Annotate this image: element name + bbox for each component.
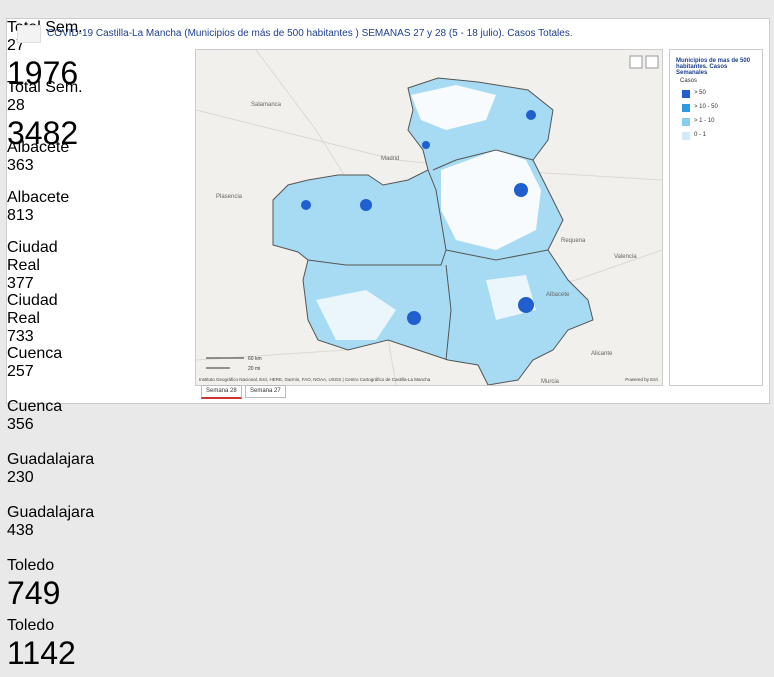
- tab[interactable]: Semana 27: [245, 385, 286, 398]
- header-title: COVID-19 Castilla-La Mancha (Municipios …: [47, 28, 573, 39]
- tile-value: 1976: [7, 55, 79, 91]
- stat-tile: Ciudad Real 377: [7, 239, 95, 292]
- dashboard: COVID-19 Castilla-La Mancha (Municipios …: [6, 18, 770, 671]
- stat-tile: Cuenca 356: [7, 398, 95, 451]
- place-label: Plasencia: [216, 194, 243, 200]
- tile-value: 377: [7, 275, 34, 292]
- tile-label: Toledo: [7, 557, 55, 574]
- stat-tile: Cuenca 257: [7, 345, 95, 398]
- tile-label: Total Sem. 28: [7, 79, 83, 114]
- tile-value: 749: [7, 575, 61, 611]
- white-area: [196, 50, 541, 280]
- place-label: Albacete: [546, 292, 570, 298]
- tile-label: Ciudad Real: [7, 239, 58, 274]
- legend-subtitle: Casos: [680, 78, 698, 84]
- legend-label: > 10 - 50: [694, 104, 718, 110]
- place-label: Murcia: [541, 379, 560, 385]
- hotspot: [301, 200, 311, 210]
- tile-value: 257: [7, 363, 34, 380]
- border: [445, 264, 452, 361]
- logo: [17, 25, 41, 43]
- scale-label: 60 km: [248, 356, 262, 362]
- place-label: Requena: [561, 238, 586, 244]
- legend-label: > 50: [694, 90, 706, 96]
- hotspot: [407, 311, 421, 325]
- map-svg: Madrid Valencia Salamanca Plasencia Requena A…: [195, 49, 663, 386]
- tile-label: Guadalajara: [7, 451, 95, 468]
- tile-value: 813: [7, 207, 34, 224]
- legend-title: Municipios de mas de 500 habitantes. Cas…: [676, 58, 751, 76]
- tile-value: 230: [7, 469, 34, 486]
- hotspot: [526, 110, 536, 120]
- stat-tile: Total Sem. 28 3482: [7, 79, 95, 151]
- border: [432, 149, 534, 171]
- stat-tile: Toledo 749: [7, 557, 95, 617]
- hotspot: [518, 297, 534, 313]
- province-borders: [307, 149, 549, 361]
- place-label: Valencia: [614, 254, 637, 260]
- tile-value: 3482: [7, 115, 79, 151]
- map: Madrid Valencia Salamanca Plasencia Requena A…: [195, 49, 663, 386]
- hotspots: [301, 110, 536, 325]
- tab[interactable]: Semana 28: [201, 385, 242, 399]
- tile-value: 438: [7, 522, 34, 539]
- place-label: Salamanca: [251, 102, 282, 108]
- tile-value: 363: [7, 157, 34, 174]
- powered-by: Powered by Esri: [625, 377, 658, 382]
- stat-tile: Albacete 363: [7, 139, 95, 189]
- tile-value: 733: [7, 328, 34, 345]
- tile-label: Albacete: [7, 189, 70, 206]
- hotspot: [360, 199, 372, 211]
- border: [307, 169, 447, 266]
- tile-label: Albacete: [7, 139, 70, 156]
- place-label: Madrid: [381, 156, 399, 162]
- tile-label: Cuenca: [7, 398, 63, 415]
- stat-tile: Guadalajara 438: [7, 504, 95, 557]
- stat-tile: Ciudad Real 733: [7, 292, 95, 345]
- road: [195, 109, 663, 181]
- home-button[interactable]: [645, 55, 659, 69]
- stat-tile: Toledo 1142: [7, 617, 95, 677]
- hotspot: [422, 141, 430, 149]
- legend-swatch: [682, 118, 690, 126]
- legend-label: 0 - 1: [694, 132, 707, 138]
- legend-swatch: [682, 132, 690, 140]
- page: COVID-19 Castilla-La Mancha (Municipios …: [6, 18, 770, 671]
- tile-label: Guadalajara: [7, 504, 95, 521]
- tile-value: 356: [7, 416, 34, 433]
- hotspot: [514, 183, 528, 197]
- legend-swatch: [682, 90, 690, 98]
- scale-bar: [206, 357, 244, 369]
- legend-swatch: [682, 104, 690, 112]
- place-label: Alicante: [591, 351, 613, 357]
- tile-label: Ciudad Real: [7, 292, 58, 327]
- legend-label: > 1 - 10: [694, 118, 715, 124]
- stat-tile: Guadalajara 230: [7, 451, 95, 504]
- tile-label: Cuenca: [7, 345, 63, 362]
- attribution: Instituto Geográfico Nacional, Esri, HER…: [199, 377, 431, 382]
- border: [445, 249, 549, 261]
- tile-label: Toledo: [7, 617, 55, 634]
- scale-label: 20 mi: [248, 366, 260, 372]
- white-area: [316, 275, 536, 340]
- tile-value: 1142: [7, 635, 76, 671]
- stat-tile: Albacete 813: [7, 189, 95, 239]
- legend: Municipios de mas de 500 habitantes. Cas…: [669, 49, 763, 386]
- search-button[interactable]: [629, 55, 643, 69]
